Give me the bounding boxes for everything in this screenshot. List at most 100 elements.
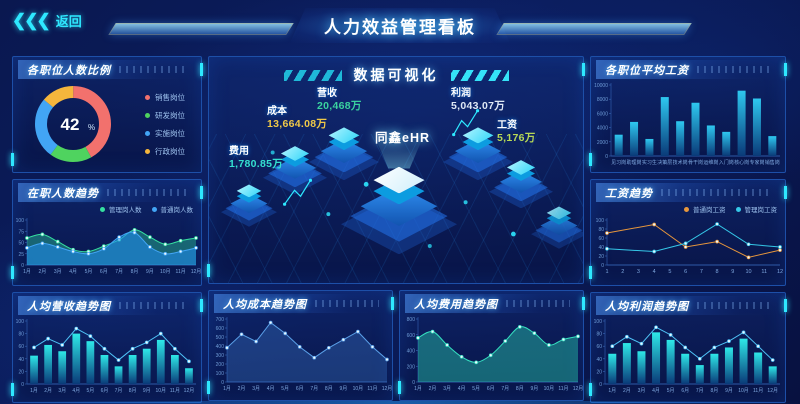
svg-text:100: 100 [16, 319, 25, 325]
svg-text:10月: 10月 [160, 269, 171, 275]
metric-value: 20,468万 [317, 100, 362, 112]
viz-title: 数据可视化 [353, 67, 439, 83]
metric-name: 利润 [451, 88, 471, 99]
svg-text:核心岗: 核心岗 [734, 159, 749, 166]
svg-text:2月: 2月 [429, 386, 437, 392]
avg-salary-bar-chart: 0 2000 4000 6000 8000 10000 见习岗 助理岗 实习生 决策层 技术岗 骨干岗… [594, 83, 780, 166]
svg-text:12月: 12月 [767, 388, 778, 394]
svg-text:7月: 7月 [501, 386, 509, 392]
salary-trend-legend: 普通岗工资 管理岗工资 [591, 202, 785, 214]
legend-item[interactable]: 管理岗工资 [735, 204, 777, 214]
svg-text:8000: 8000 [597, 97, 608, 103]
svg-text:专家岗: 专家岗 [749, 159, 764, 166]
donut-area: 42% 销售岗位 研发岗位 实施岗位 行政岗位 [13, 79, 201, 169]
metric-salary: 工资 5,176万 [497, 119, 536, 146]
back-button[interactable]: ❮❮❮ 返回 [12, 11, 82, 30]
svg-text:80: 80 [596, 332, 602, 338]
legend-item[interactable]: 普通岗人数 [151, 204, 193, 214]
title-ticks-decor [697, 66, 772, 73]
svg-text:8月: 8月 [710, 388, 718, 394]
svg-text:100: 100 [216, 371, 225, 377]
legend-item[interactable]: 普通岗工资 [684, 204, 726, 214]
svg-text:40: 40 [596, 357, 602, 363]
svg-text:4月: 4月 [69, 269, 77, 275]
svg-text:运维岗: 运维岗 [703, 159, 718, 166]
panel-title-bar: 在职人数趋势 [18, 183, 196, 202]
page-title: 人力效益管理看板 [290, 8, 510, 43]
left-column: 各职位人数比例 42% 销售岗位 研发岗位 实施岗位 行政岗位 在职人数趋势 管理岗人… [11, 56, 203, 403]
panel-title: 工资趋势 [605, 187, 653, 200]
metric-name: 营收 [317, 88, 337, 99]
legend-item[interactable]: 行政岗位 [145, 146, 199, 157]
svg-text:技术岗: 技术岗 [673, 159, 688, 166]
donut-legend: 销售岗位研发岗位实施岗位行政岗位 [131, 85, 199, 164]
svg-text:0: 0 [599, 382, 602, 388]
svg-text:7月: 7月 [696, 388, 704, 394]
svg-text:700: 700 [216, 317, 225, 323]
metric-value: 13,664.08万 [267, 118, 328, 130]
svg-text:60: 60 [598, 236, 604, 242]
title-stripes-right-icon [450, 69, 509, 81]
panel-salary-trend: 工资趋势 普通岗工资 管理岗工资 0 20 40 60 80 100 1 2 3 4 5 6 7 8 9 10 1… [589, 179, 787, 286]
svg-text:0: 0 [21, 263, 24, 269]
svg-text:4月: 4月 [652, 388, 660, 394]
svg-text:5月: 5月 [85, 269, 93, 275]
svg-text:9月: 9月 [339, 386, 347, 392]
svg-text:42: 42 [61, 115, 80, 134]
svg-text:7月: 7月 [115, 269, 123, 275]
profit-barline-chart: 0 20 40 60 80 100 1月 2月 3月 4月 5月 6月 7月 8月 9月 10月 11月 12月 [594, 319, 780, 394]
svg-text:0: 0 [601, 263, 604, 269]
svg-text:100: 100 [594, 319, 603, 325]
svg-text:60: 60 [18, 344, 24, 350]
svg-text:3: 3 [637, 269, 640, 275]
title-ticks-decor [119, 302, 188, 309]
legend-item[interactable]: 实施岗位 [145, 128, 199, 139]
svg-text:3月: 3月 [638, 388, 646, 394]
svg-text:8: 8 [716, 269, 719, 275]
svg-text:11月: 11月 [367, 386, 377, 392]
title-stripes-left-icon [283, 69, 342, 81]
svg-text:入门岗: 入门岗 [719, 159, 734, 166]
title-ticks-decor [315, 300, 379, 307]
metric-name: 工资 [497, 120, 517, 131]
svg-text:骨干岗: 骨干岗 [688, 160, 703, 166]
svg-text:2月: 2月 [38, 269, 46, 275]
svg-text:9: 9 [731, 269, 734, 275]
svg-text:4月: 4月 [267, 386, 275, 392]
svg-text:9月: 9月 [143, 388, 151, 394]
svg-text:6: 6 [684, 269, 687, 275]
metric-value: 1,780.85万 [229, 158, 284, 170]
svg-text:800: 800 [407, 317, 416, 323]
legend-item[interactable]: 研发岗位 [145, 110, 199, 121]
main-grid: 各职位人数比例 42% 销售岗位 研发岗位 实施岗位 行政岗位 在职人数趋势 管理岗人… [0, 46, 800, 403]
svg-text:销售岗: 销售岗 [765, 159, 780, 166]
svg-text:4月: 4月 [458, 386, 466, 392]
panel-position-ratio: 各职位人数比例 42% 销售岗位 研发岗位 实施岗位 行政岗位 [11, 56, 203, 173]
metric-value: 5,043.07万 [451, 100, 506, 112]
svg-text:5月: 5月 [472, 386, 480, 392]
svg-text:40: 40 [18, 357, 24, 363]
title-ticks-decor [661, 189, 772, 196]
svg-text:200: 200 [407, 364, 416, 370]
svg-text:3月: 3月 [252, 386, 260, 392]
panel-title-bar: 人均利润趋势图 [596, 296, 780, 315]
right-column: 各职位平均工资 0 2000 4000 6000 8000 10000 见习岗 助理岗 实习生决… [589, 56, 787, 403]
panel-headcount-trend: 在职人数趋势 管理岗人数 普通岗人数 0 25 50 75 100 1月 2月 3月 4月 5月 6月… [11, 179, 203, 286]
svg-text:4000: 4000 [597, 126, 608, 132]
svg-text:5: 5 [668, 269, 671, 275]
svg-text:6月: 6月 [487, 386, 495, 392]
panel-title-bar: 各职位平均工资 [596, 60, 780, 79]
legend-item[interactable]: 管理岗人数 [100, 204, 142, 214]
legend-item[interactable]: 销售岗位 [145, 92, 199, 103]
svg-text:20: 20 [18, 369, 24, 375]
svg-text:500: 500 [216, 335, 225, 341]
panel-data-viz: 数据可视化 费用 1,780.85万 成本 13,664.08万 [207, 56, 585, 284]
svg-text:6000: 6000 [597, 111, 608, 117]
svg-text:7: 7 [700, 269, 703, 275]
svg-text:7月: 7月 [115, 388, 123, 394]
center-column: 数据可视化 费用 1,780.85万 成本 13,664.08万 [207, 56, 585, 403]
panel-avg-salary: 各职位平均工资 0 2000 4000 6000 8000 10000 见习岗 助理岗 实习生决… [589, 56, 787, 173]
svg-text:2月: 2月 [44, 388, 52, 394]
title-ticks-decor [697, 302, 772, 309]
